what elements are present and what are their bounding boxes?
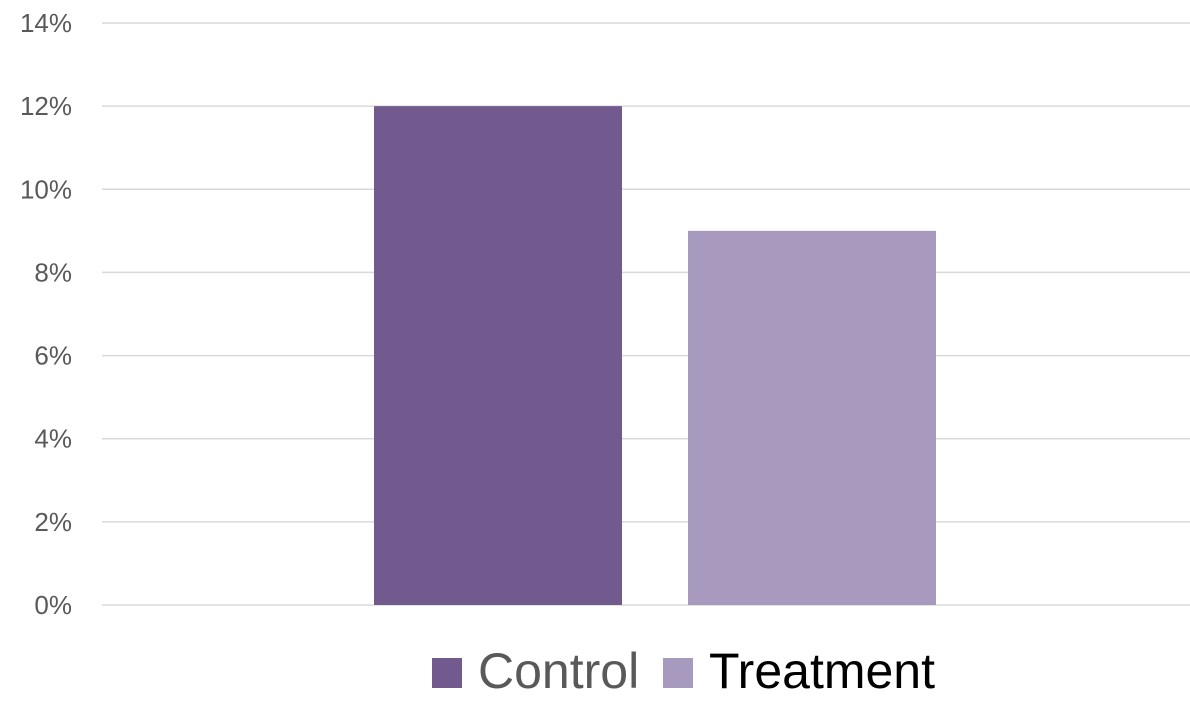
legend-label-control: Control — [478, 643, 639, 698]
bars — [374, 106, 936, 606]
legend-label-treatment: Treatment — [709, 643, 935, 698]
bar-treatment — [688, 230, 936, 605]
legend-swatch-treatment — [663, 658, 693, 688]
y-tick-label-2: 2% — [34, 507, 72, 537]
bar-control — [374, 106, 622, 606]
y-tick-label-10: 10% — [20, 174, 72, 204]
y-tick-label-8: 8% — [34, 257, 72, 287]
y-tick-label-12: 12% — [20, 91, 72, 121]
gridlines — [102, 22, 1190, 606]
y-tick-label-0: 0% — [34, 590, 72, 620]
legend-swatch-control — [432, 658, 462, 688]
y-tick-label-6: 6% — [34, 341, 72, 371]
y-tick-label-4: 4% — [34, 424, 72, 454]
y-axis-tick-labels: 0% 2% 4% 6% 8% 10% 12% 14% — [20, 8, 72, 620]
y-tick-label-14: 14% — [20, 8, 72, 38]
legend: Control Treatment — [432, 643, 935, 699]
